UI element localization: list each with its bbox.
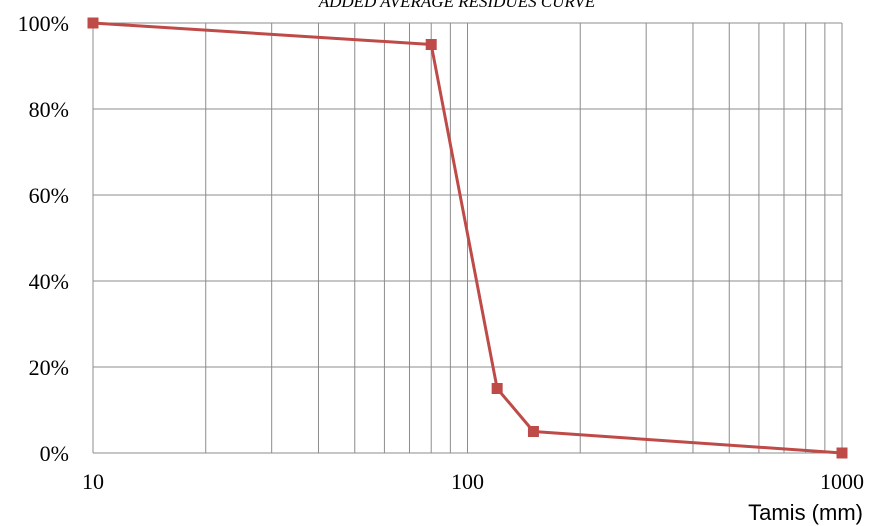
y-tick-label: 60% bbox=[29, 183, 69, 208]
x-tick-label: 100 bbox=[451, 469, 484, 494]
axes bbox=[92, 23, 842, 454]
grid bbox=[92, 22, 843, 454]
data-point bbox=[491, 383, 503, 394]
series bbox=[87, 17, 848, 459]
tick-labels: 0% 20% 40% 60% 80% 100% 10 100 1000 bbox=[18, 11, 864, 494]
data-point bbox=[87, 17, 99, 29]
data-point bbox=[425, 39, 437, 50]
y-tick-label: 100% bbox=[18, 11, 69, 36]
data-point bbox=[836, 447, 848, 459]
y-tick-label: 20% bbox=[29, 355, 69, 380]
data-point bbox=[527, 426, 539, 437]
y-tick-label: 0% bbox=[40, 441, 69, 466]
x-tick-label: 1000 bbox=[820, 469, 864, 494]
y-tick-label: 80% bbox=[29, 97, 69, 122]
y-tick-label: 40% bbox=[29, 269, 69, 294]
x-tick-label: 10 bbox=[82, 469, 104, 494]
x-axis-label: Tamis (mm) bbox=[748, 500, 863, 525]
chart-title: ADDED AVERAGE RESIDUES CURVE bbox=[318, 0, 596, 11]
